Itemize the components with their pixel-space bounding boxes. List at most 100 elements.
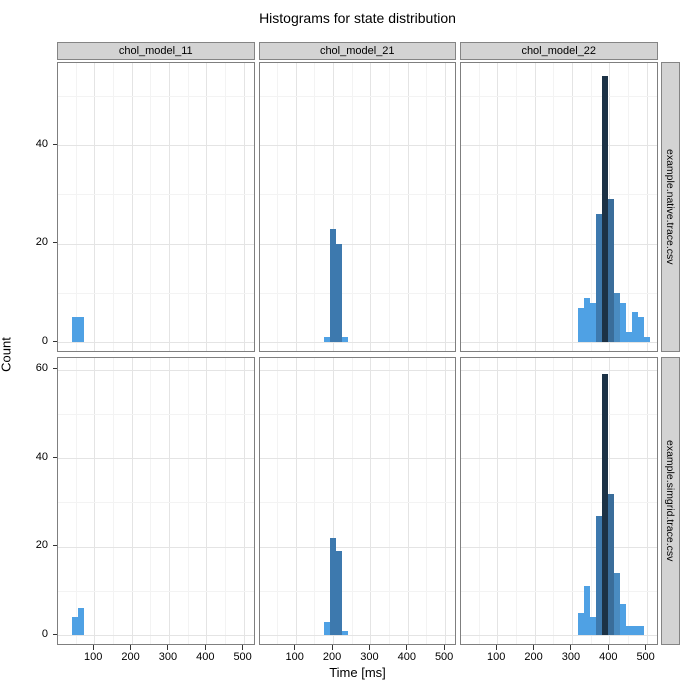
grid-line-h-major [58,342,254,343]
grid-line-v-major [295,63,297,351]
grid-line-h-major [259,243,456,245]
x-tick-label: 500 [233,651,252,663]
grid-line-h-minor [259,292,456,294]
histogram-bar [324,337,331,342]
y-tick-mark [52,242,57,243]
grid-line-v-minor [627,63,629,351]
grid-line-h-minor [58,194,254,196]
grid-line-h-minor [461,502,657,504]
x-tick-label: 200 [524,651,543,663]
histogram-bar [590,617,597,635]
grid-line-h-minor [461,194,657,196]
histogram-bar [614,292,621,342]
x-tick-mark [607,645,609,650]
panel-chol_model_11-row2 [57,357,255,645]
grid-line-h-major [58,145,254,146]
grid-line-v-major [168,358,170,644]
histogram-bar [632,626,639,635]
grid-line-h-major [58,546,254,548]
grid-line-h-minor [58,502,254,504]
y-tick-label: 40 [35,137,48,150]
x-tick-mark [130,645,132,650]
grid-line-v-minor [478,358,480,644]
x-tick-label: 400 [196,651,215,663]
histogram-bar [324,621,331,635]
histogram-bar [614,573,621,635]
histogram-bar [342,337,348,342]
histogram-bar [342,630,348,635]
x-tick-mark [167,645,169,650]
grid-line-h-minor [259,502,456,504]
grid-line-h-minor [58,414,254,415]
histogram-bar [584,586,591,635]
histogram-bar [626,332,633,342]
grid-line-v-minor [314,358,316,644]
grid-line-v-major [94,358,96,644]
grid-line-h-major [259,635,456,636]
grid-line-h-major [461,342,657,343]
grid-line-v-major [407,358,409,644]
grid-line-v-major [206,358,208,644]
y-tick-mark [52,368,57,370]
y-axis-title: Count [0,337,14,372]
grid-line-v-minor [426,63,428,351]
grid-line-v-major [94,63,96,351]
x-tick-label: 200 [121,651,140,663]
x-tick-label: 300 [561,651,581,663]
x-axis-title: Time [ms] [329,665,386,680]
histogram-bar [336,243,343,342]
grid-line-h-minor [461,292,657,294]
grid-line-h-major [461,145,657,146]
grid-line-v-major [571,358,573,644]
grid-line-v-minor [277,63,279,351]
grid-line-v-major [445,63,447,351]
grid-line-h-major [58,243,254,245]
grid-line-h-major [58,458,254,460]
y-tick-mark [52,545,57,547]
grid-line-h-major [461,369,657,371]
grid-line-h-major [461,635,657,636]
x-tick-mark [294,645,296,650]
grid-line-v-minor [389,63,391,351]
panel-chol_model_21-row2 [258,357,456,645]
histogram-bar [330,228,337,342]
histogram-bar [584,297,591,342]
histogram-bar [608,199,615,342]
grid-line-v-major [497,358,499,644]
grid-line-v-minor [553,63,555,351]
x-tick-mark [242,645,244,650]
histogram-bar [638,317,644,342]
grid-line-h-major [259,342,456,343]
y-tick-mark [52,633,57,635]
histogram-bar [578,612,585,635]
facet-column-strip: chol_model_22 [460,42,658,60]
histogram-bar [626,626,633,635]
grid-line-v-major [168,63,170,351]
grid-line-h-minor [461,414,657,415]
grid-line-v-major [407,63,409,351]
grid-line-v-minor [112,63,114,351]
grid-line-h-major [58,635,254,636]
grid-line-v-minor [150,358,152,644]
facet-row-strip: example.simgrid.trace.csv [660,357,680,645]
histogram-bar [72,317,79,342]
grid-line-v-major [243,358,245,644]
grid-line-h-major [259,458,456,460]
facet-row-strip: example.native.trace.csv [660,62,680,352]
histogram-bar [638,626,644,635]
panel-chol_model_22-row2 [460,357,658,645]
grid-line-v-minor [478,63,480,351]
x-tick-mark [331,645,333,650]
y-tick-label: 60 [35,362,48,375]
histogram-bar [602,76,609,342]
x-tick-mark [406,645,408,650]
x-tick-label: 300 [158,651,178,663]
grid-line-h-major [259,369,456,371]
grid-line-h-minor [461,95,657,97]
grid-line-v-major [497,63,499,351]
grid-line-v-major [646,63,648,351]
grid-line-h-minor [58,590,254,592]
x-tick-mark [645,645,647,650]
grid-line-h-minor [461,590,657,592]
grid-line-v-minor [351,358,353,644]
